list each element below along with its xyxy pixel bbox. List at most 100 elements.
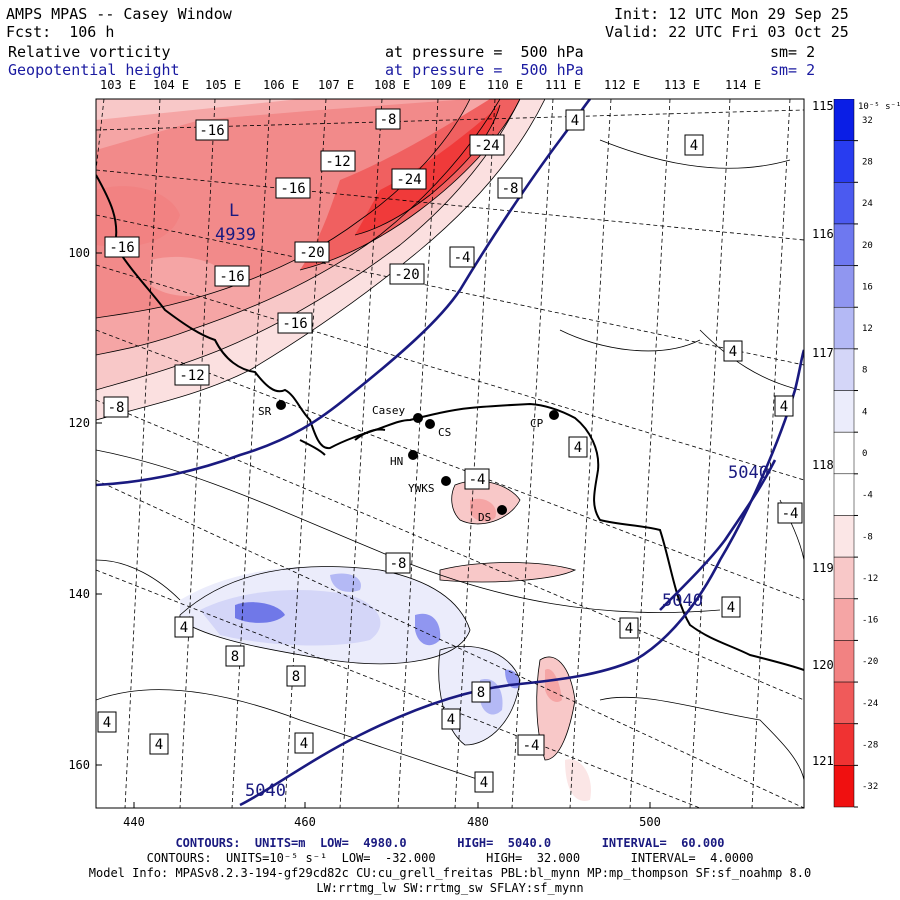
header-valid: Valid: 22 UTC Fri 03 Oct 25 [605,23,849,41]
height-label: 5040 [728,463,769,483]
negative-vorticity-shading [96,99,591,801]
colorbar-tick-label: 32 [862,116,873,126]
svg-text:140: 140 [68,587,90,601]
svg-text:4: 4 [480,775,488,791]
map-frame [95,98,805,809]
colorbar-box [833,99,855,141]
station-hn: HN [390,450,418,468]
colorbar-tick-label: -8 [862,532,873,542]
footer-vorticity-contours: CONTOURS: UNITS=10⁻⁵ s⁻¹ LOW= -32.000 HI… [146,851,754,865]
svg-text:4: 4 [574,440,582,456]
svg-text:HN: HN [390,455,403,468]
svg-text:4: 4 [690,138,698,154]
vort-label: -20 [389,263,425,285]
vort-label: 4 [149,733,169,755]
low-marker: L [229,201,239,221]
station-sr: SR [258,400,286,418]
svg-text:Casey: Casey [372,404,405,417]
coastline [96,174,804,671]
colorbar-box [833,431,855,475]
colorbar-tick-label: 16 [862,282,873,292]
svg-text:-12: -12 [179,368,204,384]
field2-sm: sm= 2 [770,61,816,79]
colorbar: 10⁻⁵ s⁻¹ 32 28 24 20 16 12 8 4 0 -4 -8 -12 -16 -20 -24… [833,99,900,808]
field2-level: at pressure = 500 hPa [385,61,584,79]
colorbar-tick-label: 28 [862,157,873,167]
vort-label: -16 [214,265,250,287]
svg-text:4: 4 [780,399,788,415]
vort-label: 4 [684,134,704,156]
vort-label: -16 [277,312,313,334]
svg-text:120: 120 [68,416,90,430]
station-cp: CP [530,410,559,430]
colorbar-box [833,140,855,183]
vort-label: -8 [385,552,411,574]
svg-text:500: 500 [639,815,661,829]
vort-label: 4 [568,436,588,458]
lon-label: 105 E [205,78,242,92]
vort-label: -4 [517,734,545,756]
x-axis: 440 460 480 500 [123,802,661,829]
svg-text:-20: -20 [394,267,419,283]
svg-text:8: 8 [292,669,300,685]
svg-text:-16: -16 [109,240,134,256]
field1-sm: sm= 2 [770,43,816,61]
svg-text:-16: -16 [199,123,224,139]
geopotential-labels: L 4939 5040 5040 5040 [215,201,769,801]
svg-text:4: 4 [155,737,163,753]
svg-text:-16: -16 [280,181,305,197]
colorbar-tick-label: 12 [862,324,873,334]
svg-text:-8: -8 [108,400,125,416]
vort-label: 4 [723,340,743,362]
colorbar-ticks: 32 28 24 20 16 12 8 4 0 -4 -8 -12 -16 -20 -24 -28 -32 [854,116,878,808]
vort-label: -20 [294,241,330,263]
colorbar-unit: 10⁻⁵ s⁻¹ [858,102,900,112]
svg-text:4: 4 [103,715,111,731]
svg-text:4: 4 [300,736,308,752]
vort-label: 4 [565,109,585,131]
svg-text:-12: -12 [325,154,350,170]
vort-label: -12 [320,150,356,172]
colorbar-box [833,182,855,225]
svg-text:-8: -8 [390,556,407,572]
field1-name: Relative vorticity [8,43,171,61]
vort-label: -4 [777,502,803,524]
colorbar-box [833,473,855,516]
lon-label: 114 E [725,78,762,92]
vort-label: 8 [225,645,245,667]
svg-text:-4: -4 [523,738,540,754]
height-label: 5040 [245,781,286,801]
svg-text:480: 480 [467,815,489,829]
colorbar-box [833,390,855,433]
svg-text:-24: -24 [396,172,421,188]
vort-label: 4 [619,617,639,639]
svg-text:160: 160 [68,758,90,772]
colorbar-box [833,723,855,766]
vort-label: -8 [103,396,129,418]
svg-text:YWKS: YWKS [408,482,435,495]
svg-text:CP: CP [530,417,544,430]
vort-label: 8 [471,681,491,703]
colorbar-box [833,348,855,391]
colorbar-tick-label: -12 [862,574,878,584]
colorbar-tick-label: 4 [862,407,867,417]
station-ywks: YWKS [408,476,451,495]
lon-label: 111 E [545,78,582,92]
lon-label: 108 E [374,78,411,92]
stations: SR Casey CS HN CP YWKS DS [258,400,559,524]
footer-model-info: Model Info: MPASv8.2.3-194-gf29cd82c CU:… [88,866,812,880]
svg-text:CS: CS [438,426,451,439]
colorbar-tick-label: 8 [862,366,867,376]
colorbar-tick-label: -28 [862,741,878,751]
svg-text:-16: -16 [219,269,244,285]
station-ds: DS [478,505,507,524]
y-axis: 100 120 140 160 [68,246,102,772]
geopotential-contours [96,99,804,807]
svg-text:4: 4 [571,113,579,129]
svg-text:-4: -4 [454,250,471,266]
lon-label: 107 E [318,78,355,92]
colorbar-tick-label: 20 [862,241,873,251]
vort-label: 4 [97,711,117,733]
svg-text:4: 4 [447,712,455,728]
